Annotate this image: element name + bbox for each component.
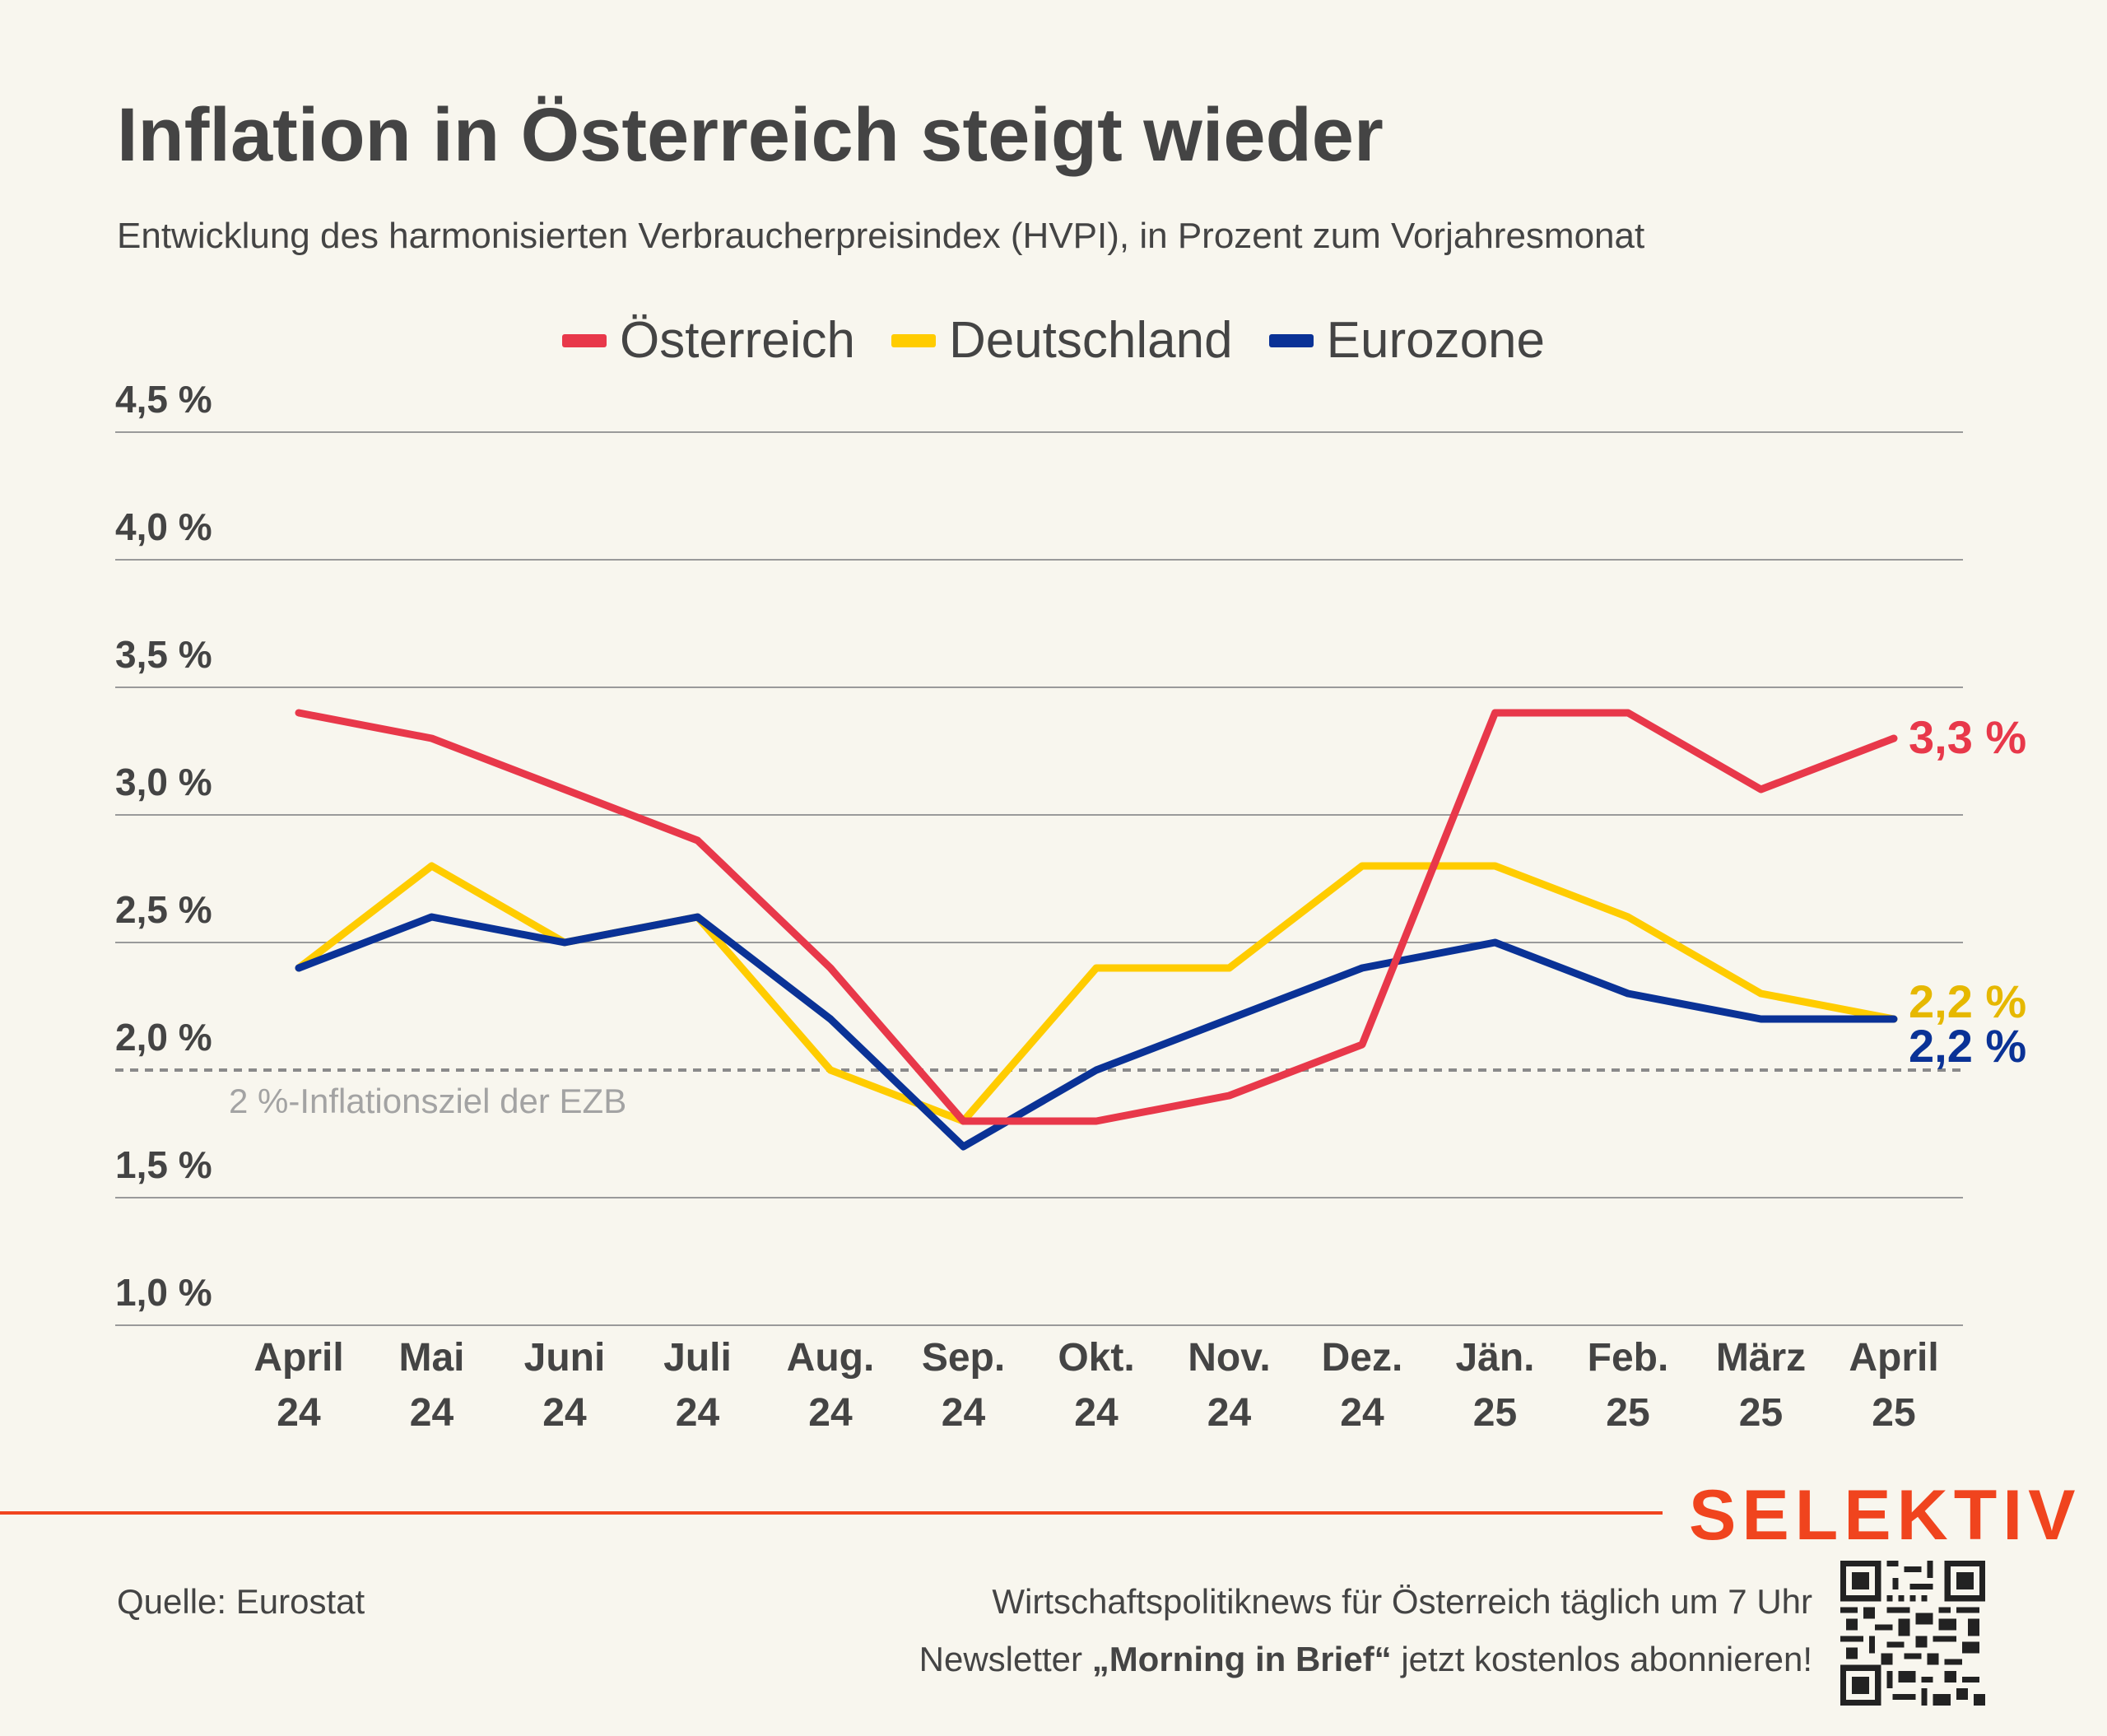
x-tick-label-month: Feb.: [1588, 1336, 1669, 1380]
x-tick-label-year: 24: [942, 1391, 986, 1435]
series-line-eurozone: [295, 913, 1898, 1151]
y-tick-label: 2,5 %: [115, 888, 212, 931]
x-tick-label-month: Aug.: [787, 1336, 875, 1380]
y-tick-label: 3,5 %: [115, 633, 212, 676]
x-tick-label-year: 24: [808, 1391, 853, 1435]
legend-swatch-eurozone: [1268, 333, 1314, 347]
footer-divider: [0, 1511, 1663, 1515]
x-tick-label-year: 24: [542, 1391, 587, 1435]
legend-swatch-oesterreich: [561, 333, 607, 347]
chart-legend: Österreich Deutschland Eurozone: [0, 311, 2107, 370]
legend-label-oesterreich: Österreich: [619, 312, 855, 369]
page-subtitle: Entwicklung des harmonisierten Verbrauch…: [117, 216, 1645, 256]
target-reference-label: 2 %-Inflationsziel der EZB: [229, 1082, 626, 1120]
brand-logo: SELEKTIV: [1689, 1476, 2081, 1555]
y-tick-label: 1,0 %: [115, 1271, 212, 1314]
y-tick-label: 4,0 %: [115, 505, 212, 548]
x-tick-label-year: 24: [1207, 1391, 1252, 1435]
legend-label-eurozone: Eurozone: [1326, 312, 1546, 369]
end-value-label: 3,3 %: [1909, 711, 2026, 763]
x-tick-label-month: Mai: [398, 1336, 464, 1380]
end-value-label: 2,2 %: [1909, 1020, 2026, 1072]
legend-label-deutschland: Deutschland: [948, 312, 1233, 369]
x-tick-label-year: 24: [277, 1391, 321, 1435]
legend-swatch-deutschland: [891, 333, 936, 347]
x-tick-label-year: 25: [1872, 1391, 1915, 1435]
series-line-sterreich: [295, 709, 1898, 1125]
x-tick-label-month: Juni: [524, 1336, 606, 1380]
x-tick-label-year: 24: [410, 1391, 454, 1435]
y-tick-label: 2,0 %: [115, 1016, 212, 1059]
x-tick-label-month: April: [253, 1336, 343, 1380]
promo-suffix: jetzt kostenlos abonnieren!: [1391, 1640, 1812, 1678]
promo-prefix: Newsletter: [919, 1640, 1092, 1678]
newsletter-promo-line-1: Wirtschaftspolitiknews für Österreich tä…: [992, 1582, 1812, 1621]
newsletter-name: „Morning in Brief“: [1091, 1640, 1392, 1678]
x-tick-label-year: 25: [1606, 1391, 1649, 1435]
x-tick-label-year: 24: [676, 1391, 720, 1435]
legend-item-eurozone: Eurozone: [1268, 311, 1546, 370]
page-title: Inflation in Österreich steigt wieder: [117, 93, 1384, 177]
line-chart: 4,5 % 4,0 % 3,5 % 3,0 % 2,5 % 2,0 % 1,5 % 1,0 %…: [115, 378, 2026, 1435]
y-tick-label: 3,0 %: [115, 761, 212, 803]
newsletter-promo-line-2[interactable]: Newsletter „Morning in Brief“ jetzt kost…: [919, 1640, 1812, 1679]
x-tick-label-month: April: [1849, 1336, 1938, 1380]
x-tick-label-month: März: [1716, 1336, 1806, 1380]
qr-code-icon[interactable]: [1840, 1561, 1985, 1706]
x-tick-label-month: Jän.: [1455, 1336, 1534, 1380]
x-tick-label-month: Okt.: [1058, 1336, 1134, 1380]
x-tick-label-year: 25: [1739, 1391, 1783, 1435]
x-tick-label-year: 24: [1340, 1391, 1384, 1435]
y-tick-label: 4,5 %: [115, 378, 212, 421]
x-tick-label-month: Nov.: [1188, 1336, 1270, 1380]
x-tick-label-month: Juli: [663, 1336, 732, 1380]
x-tick-label-month: Sep.: [922, 1336, 1005, 1380]
x-tick-label-month: Dez.: [1322, 1336, 1403, 1380]
x-tick-label-year: 25: [1473, 1391, 1517, 1435]
end-value-label: 2,2 %: [1909, 975, 2026, 1027]
source-text: Quelle: Eurostat: [117, 1582, 365, 1621]
x-tick-label-year: 24: [1074, 1391, 1119, 1435]
legend-item-deutschland: Deutschland: [891, 311, 1233, 370]
legend-item-oesterreich: Österreich: [561, 311, 855, 370]
y-tick-label: 1,5 %: [115, 1143, 212, 1186]
